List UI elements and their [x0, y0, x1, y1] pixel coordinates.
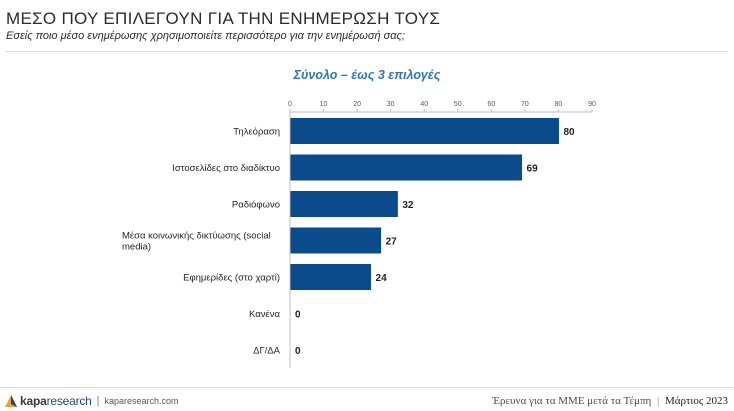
bar — [290, 191, 398, 217]
survey-date: Μάρτιος 2023 — [664, 395, 728, 407]
data-label: 69 — [527, 164, 539, 175]
data-label: 0 — [295, 310, 301, 321]
category-label: Εφημερίδες (στο χαρτί) — [183, 273, 280, 284]
x-tick-label: 20 — [353, 101, 361, 108]
x-tick-label: 70 — [521, 101, 529, 108]
x-tick-label: 10 — [320, 101, 328, 108]
data-label: 80 — [563, 127, 575, 138]
x-tick-label: 60 — [487, 101, 495, 108]
category-label: Τηλεόραση — [233, 127, 280, 138]
kapa-logo-icon — [5, 395, 17, 407]
page-title: ΜΕΣΟ ΠΟΥ ΕΠΙΛΕΓΟΥΝ ΓΙΑ ΤΗΝ ΕΝΗΜΕΡΩΣΗ ΤΟΥ… — [6, 9, 441, 28]
bar — [290, 227, 382, 254]
brand-name-bold: kapa — [20, 394, 47, 408]
header-divider — [6, 51, 728, 52]
brand-name-light: research — [46, 394, 92, 408]
x-tick-label: 0 — [288, 101, 292, 108]
survey-date-separator: | — [657, 395, 660, 407]
x-tick-label: 50 — [454, 101, 462, 108]
x-tick-label: 30 — [387, 101, 395, 108]
bar — [290, 118, 559, 144]
category-label: Μέσα κοινωνικής δικτύωσης (social media) — [122, 231, 271, 253]
data-label: 24 — [376, 273, 388, 284]
brand-url-link[interactable]: kaparesearch.com — [104, 396, 179, 406]
x-tick-label: 40 — [420, 101, 428, 108]
category-label: Ιστοσελίδες στο διαδίκτυο — [172, 163, 280, 174]
bar — [290, 154, 523, 181]
footer-survey-info: Έρευνα για τα ΜΜΕ μετά τα Τέμπη | Μάρτιο… — [492, 395, 728, 407]
data-label: 0 — [295, 346, 301, 357]
data-label: 32 — [402, 200, 414, 211]
footer-divider — [0, 387, 734, 388]
category-label: Κανένα — [249, 309, 280, 320]
survey-name: Έρευνα για τα ΜΜΕ μετά τα Τέμπη — [492, 395, 652, 407]
data-label: 27 — [386, 237, 398, 248]
category-label: ΔΓ/ΔΑ — [253, 346, 281, 357]
category-label: Ραδιόφωνο — [232, 200, 280, 211]
brand-separator: | — [96, 395, 100, 407]
footer-brand: kapa research | kaparesearch.com — [4, 392, 179, 410]
x-tick-label: 90 — [588, 101, 596, 108]
bar — [290, 264, 372, 290]
x-tick-label: 80 — [555, 101, 563, 108]
page-subtitle: Εσείς ποιο μέσο ενημέρωσης χρησιμοποιείτ… — [6, 30, 405, 42]
chart-title: Σύνολο – έως 3 επιλογές — [293, 68, 441, 82]
